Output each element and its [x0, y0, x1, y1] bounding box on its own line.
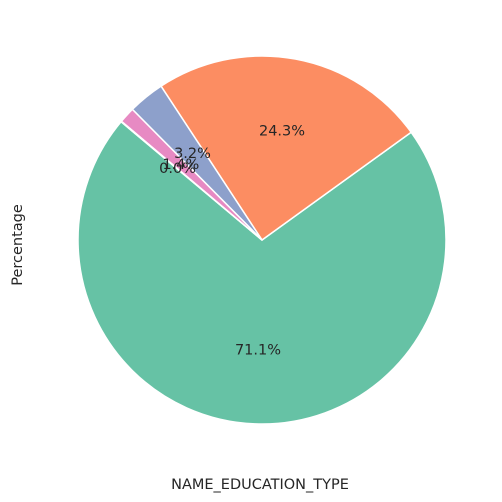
pie-slice-label-2: 3.2% — [174, 146, 211, 162]
pie-slice-0 — [77, 120, 447, 425]
pie-slice-label-3: 1.4% — [162, 157, 199, 173]
pie-slices — [77, 55, 447, 425]
pie-slice-label-0: 71.1% — [235, 342, 281, 358]
y-axis-label: Percentage — [10, 204, 26, 286]
pie-slice-4 — [120, 120, 263, 241]
x-axis-label: NAME_EDUCATION_TYPE — [171, 477, 349, 493]
pie-slice-label-1: 24.3% — [259, 123, 305, 139]
pie-slice-1 — [160, 55, 412, 241]
pie-slice-label-4: 0.0% — [159, 161, 196, 177]
pie-slice-labels: 71.1% 24.3% 3.2%1.4%0.0% — [159, 123, 305, 358]
